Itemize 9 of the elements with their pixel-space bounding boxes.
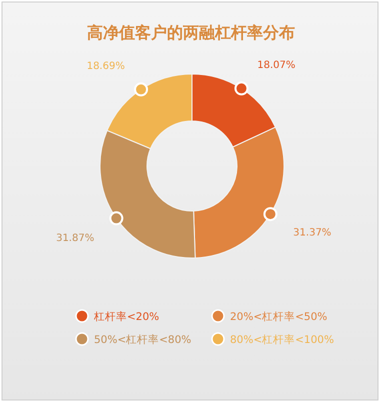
legend-label: 20%<杠杆率<50% bbox=[230, 310, 328, 323]
data-label: 18.69% bbox=[86, 61, 125, 72]
legend-label: 50%<杠杆率<80% bbox=[94, 333, 192, 346]
legend-label: 80%<杠杆率<100% bbox=[230, 333, 334, 346]
chart-title: 高净值客户的两融杠杆率分布 bbox=[87, 23, 295, 42]
data-label: 18.07% bbox=[257, 60, 296, 71]
data-label: 31.87% bbox=[56, 232, 94, 244]
data-label: 31.37% bbox=[293, 228, 332, 239]
legend-label: 杠杆率<20% bbox=[93, 310, 160, 323]
